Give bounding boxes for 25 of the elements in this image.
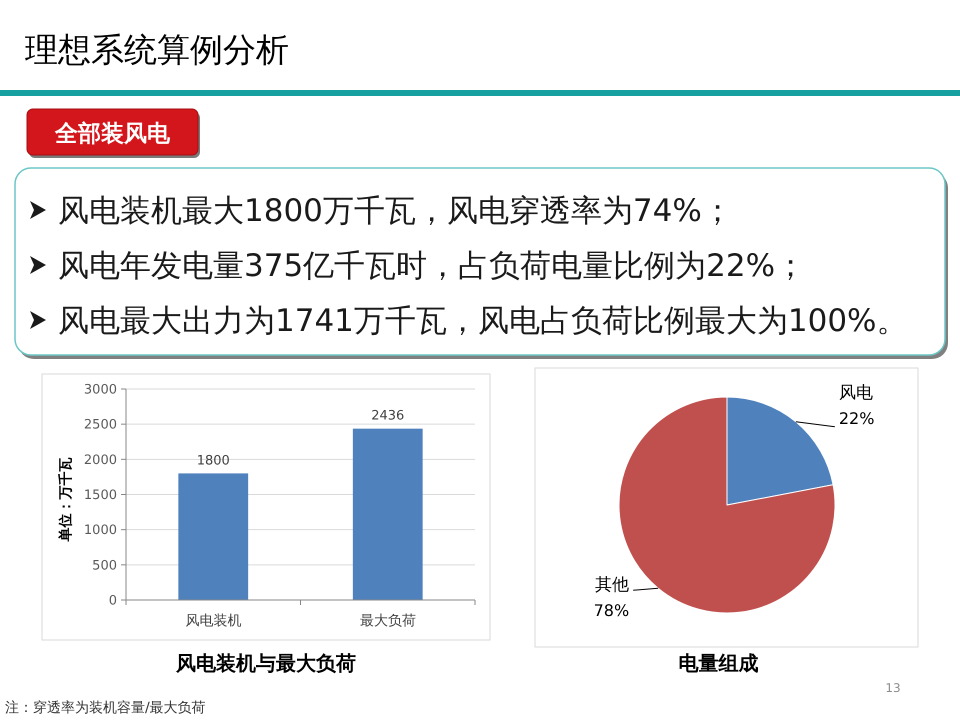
x-tick-label: 风电装机	[185, 613, 242, 629]
y-tick-label: 1500	[84, 488, 117, 503]
y-tick-label: 3000	[84, 382, 117, 398]
data-label: 22%	[838, 408, 874, 428]
text: 风电最大出力为1741万千瓦，风电占负荷比例最大为100%。	[58, 303, 908, 339]
slice-label: 其他	[595, 575, 630, 596]
text: 电量组成	[678, 651, 758, 675]
text: 13	[885, 681, 901, 695]
text: 全部装风电	[54, 121, 171, 147]
data-label: 78%	[594, 601, 630, 620]
text: 风电装机最大1800万千瓦，风电穿透率为74%；	[58, 193, 733, 229]
text: 理想系统算例分析	[25, 30, 289, 69]
data-label: 2436	[371, 408, 404, 424]
data-label: 1800	[196, 453, 230, 468]
text: 注：穿透率为装机容量/最大负荷	[5, 700, 206, 716]
y-tick-label: 0	[108, 594, 117, 608]
text: 风电年发电量375亿千瓦时，占负荷电量比例为22%；	[58, 248, 806, 284]
text: 风电装机与最大负荷	[175, 651, 356, 675]
y-tick-label: 500	[92, 558, 117, 574]
y-tick-label: 1000	[84, 523, 117, 538]
slice-label: 风电	[838, 382, 873, 403]
y-tick-label: 2000	[84, 452, 117, 468]
y-tick-label: 2500	[84, 418, 117, 433]
x-tick-label: 最大负荷	[360, 613, 416, 629]
y-axis-title: 单位：万千瓦	[57, 458, 74, 542]
